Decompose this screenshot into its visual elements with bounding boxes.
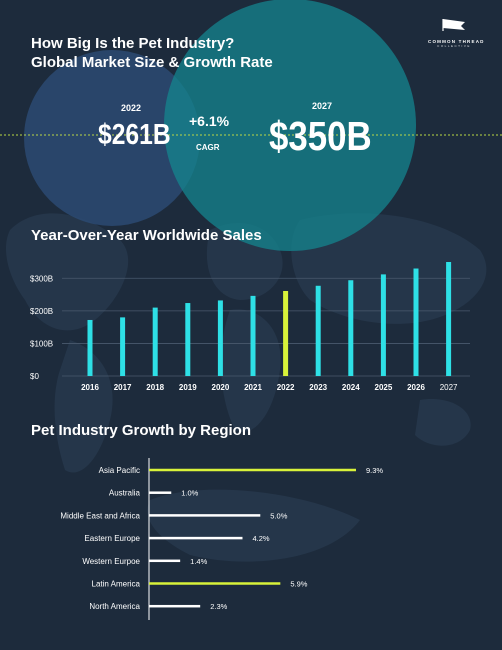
bar-2022	[283, 290, 289, 376]
bar-2016	[87, 319, 93, 376]
end-value: $350B	[269, 113, 372, 159]
x-tick-label: 2024	[342, 383, 360, 392]
start-value: $261B	[98, 119, 171, 151]
region-label: North America	[89, 602, 140, 611]
region-bar	[149, 514, 261, 517]
y-tick-label: $100B	[30, 339, 53, 348]
region-label: Latin America	[92, 580, 141, 589]
y-tick-label: $300B	[30, 274, 53, 283]
x-tick-label: 2018	[146, 383, 164, 392]
x-tick-label: 2026	[407, 383, 425, 392]
x-tick-label: 2022	[277, 383, 295, 392]
bar-2023	[315, 285, 321, 376]
region-value-label: 4.2%	[252, 534, 269, 543]
bar-2021	[250, 295, 256, 376]
region-label: Middle East and Africa	[60, 511, 140, 520]
brand-logo: COMMON THREAD COLLECTIVE	[428, 18, 485, 48]
region-label: Eastern Europe	[84, 534, 140, 543]
region-value-label: 1.4%	[190, 557, 207, 566]
region-bar	[149, 559, 181, 563]
region-value-label: 2.3%	[210, 602, 227, 611]
bar-2026	[413, 268, 419, 376]
x-tick-label: 2017	[114, 383, 132, 392]
region-label: Australia	[109, 489, 141, 498]
x-tick-label: 2025	[375, 383, 393, 392]
region-value-label: 9.3%	[366, 466, 383, 475]
circle-2027	[164, 0, 416, 251]
region-value-label: 5.9%	[290, 580, 307, 589]
region-label: Asia Pacific	[99, 466, 140, 475]
flag-icon	[442, 19, 465, 31]
region-bar	[149, 536, 243, 540]
page-subtitle: Global Market Size & Growth Rate	[31, 54, 273, 71]
bar-2025	[380, 274, 386, 376]
x-tick-label: 2027	[440, 383, 458, 392]
bar-2020	[217, 300, 223, 376]
bar-2027	[446, 262, 452, 376]
growth-rate: +6.1%	[189, 113, 230, 129]
bar-2018	[152, 307, 158, 376]
region-label: Western Eurpoe	[82, 557, 140, 566]
x-tick-label: 2021	[244, 383, 262, 392]
region-value-label: 5.0%	[270, 511, 287, 520]
y-tick-label: $200B	[30, 307, 53, 316]
region-bar	[149, 491, 172, 494]
end-year: 2027	[312, 101, 333, 111]
y-tick-label: $0	[30, 372, 39, 381]
region-bar	[149, 468, 356, 472]
logo-name: COMMON THREAD	[428, 39, 485, 44]
logo-subtitle: COLLECTIVE	[437, 44, 471, 48]
page-title: How Big Is the Pet Industry?	[31, 35, 235, 52]
bar-2017	[120, 317, 126, 376]
region-value-label: 1.0%	[181, 489, 198, 498]
bar-chart-title: Year-Over-Year Worldwide Sales	[31, 227, 262, 244]
x-tick-label: 2023	[309, 383, 327, 392]
circle-2022	[24, 50, 200, 226]
bar-2019	[185, 303, 191, 376]
growth-label: CAGR	[196, 143, 220, 152]
bar-2024	[348, 280, 354, 376]
start-year: 2022	[121, 103, 142, 113]
region-bar	[149, 604, 201, 608]
x-tick-label: 2016	[81, 383, 99, 392]
region-chart-title: Pet Industry Growth by Region	[31, 422, 252, 439]
region-bar	[149, 582, 281, 585]
x-tick-label: 2020	[212, 383, 230, 392]
x-tick-label: 2019	[179, 383, 197, 392]
